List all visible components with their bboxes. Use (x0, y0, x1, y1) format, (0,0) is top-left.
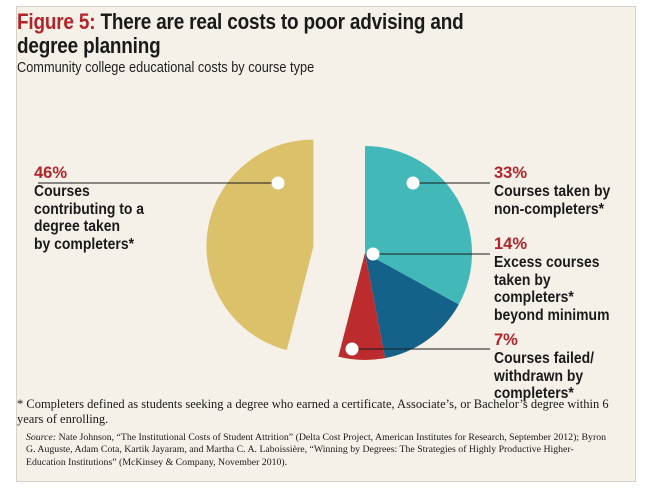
figure-subtitle: Community college educational costs by c… (17, 60, 315, 76)
source-label: Source: (26, 432, 57, 443)
source-note: Source: Nate Johnson, “The Institutional… (26, 432, 606, 469)
label-noncompleters-text: Courses taken by non-completers* (494, 183, 611, 218)
dot-excess (366, 247, 380, 261)
label-noncompleters-value: 33% (494, 164, 528, 182)
label-excess: 14% Excess courses taken by completers* … (494, 234, 622, 324)
slice-failed (338, 253, 386, 360)
label-failed-value: 7% (494, 331, 518, 349)
label-failed-text: Courses failed/ withdrawn by completers* (494, 350, 595, 402)
dot-noncompleters (406, 176, 420, 190)
label-noncompleters: 33% Courses taken by non-completers* (494, 163, 623, 218)
dot-degree (271, 176, 285, 190)
label-degree-value: 46% (34, 164, 68, 182)
label-degree: 46% Courses contributing to a degree tak… (34, 163, 156, 253)
slice-degree (206, 139, 314, 351)
figure-title: Figure 5: There are real costs to poor a… (17, 10, 524, 58)
footnote: * Completers defined as students seeking… (17, 397, 609, 426)
slice-noncompleters (365, 146, 472, 305)
label-excess-value: 14% (494, 235, 528, 253)
source-text: Nate Johnson, “The Institutional Costs o… (26, 432, 607, 468)
figure-panel (16, 6, 636, 482)
figure-label: Figure 5: (17, 9, 96, 34)
label-degree-text: Courses contributing to a degree taken b… (34, 183, 145, 253)
label-failed: 7% Courses failed/ withdrawn by complete… (494, 330, 605, 403)
dot-failed (345, 342, 359, 356)
label-excess-text: Excess courses taken by completers* beyo… (494, 254, 610, 324)
slice-excess (365, 253, 459, 359)
figure-title-text: There are real costs to poor advising an… (17, 9, 464, 58)
